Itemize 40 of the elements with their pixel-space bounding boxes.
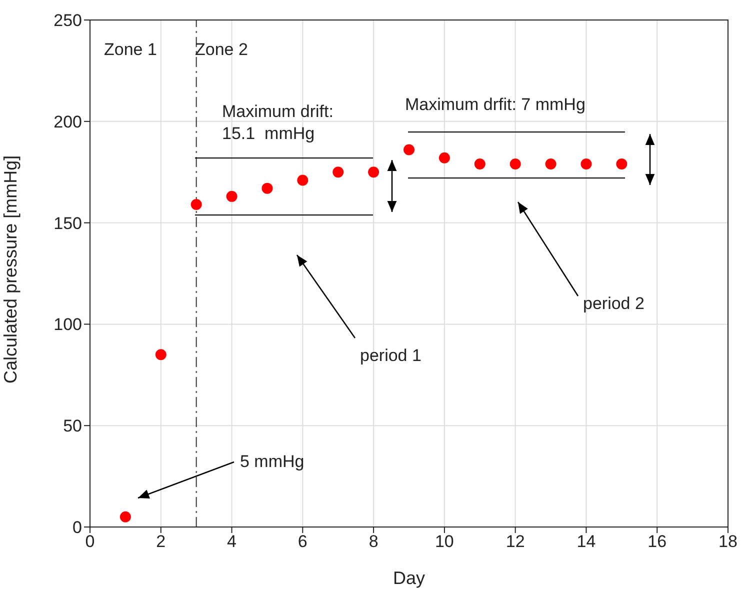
point <box>155 349 166 360</box>
annotation: Maximum drfit: 7 mmHg <box>405 95 586 114</box>
annotation: 5 mmHg <box>240 452 304 471</box>
point <box>580 158 592 170</box>
y-tick-label: 250 <box>54 11 82 30</box>
x-tick-label: 6 <box>298 532 308 552</box>
point <box>474 158 486 170</box>
annotation: Zone 2 <box>195 40 248 59</box>
x-tick-label: 4 <box>227 532 237 552</box>
point <box>332 166 344 178</box>
x-tick-label: 0 <box>85 532 95 552</box>
y-axis-title: Calculated pressure [mmHg] <box>0 155 20 384</box>
annotation: Maximum drift: 15.1 mmHg <box>222 102 334 143</box>
y-tick-label: 200 <box>54 112 82 132</box>
point <box>438 152 450 164</box>
y-tick-label: 50 <box>63 416 82 436</box>
x-tick-label: 10 <box>434 532 454 552</box>
point <box>226 190 238 202</box>
point <box>120 511 131 522</box>
annotation: period 1 <box>360 346 422 365</box>
point <box>297 174 308 186</box>
x-tick-label: 18 <box>718 532 738 552</box>
point <box>510 158 521 170</box>
y-tick-label: 100 <box>54 315 82 334</box>
y-tick-label: 150 <box>54 214 82 233</box>
x-tick-label: 16 <box>648 532 667 552</box>
x-tick-label: 8 <box>368 532 378 552</box>
point <box>262 182 273 194</box>
point <box>616 158 628 170</box>
annotation: period 2 <box>583 294 644 313</box>
point <box>368 166 380 178</box>
annotation: Zone 1 <box>104 40 157 59</box>
x-axis-title: Day <box>392 568 426 588</box>
point <box>190 199 202 210</box>
y-tick-label: 0 <box>72 518 82 538</box>
x-tick-label: 14 <box>576 532 596 552</box>
x-tick-label: 12 <box>506 532 525 552</box>
point <box>545 158 556 170</box>
point <box>404 144 414 156</box>
x-tick-label: 2 <box>156 532 166 552</box>
